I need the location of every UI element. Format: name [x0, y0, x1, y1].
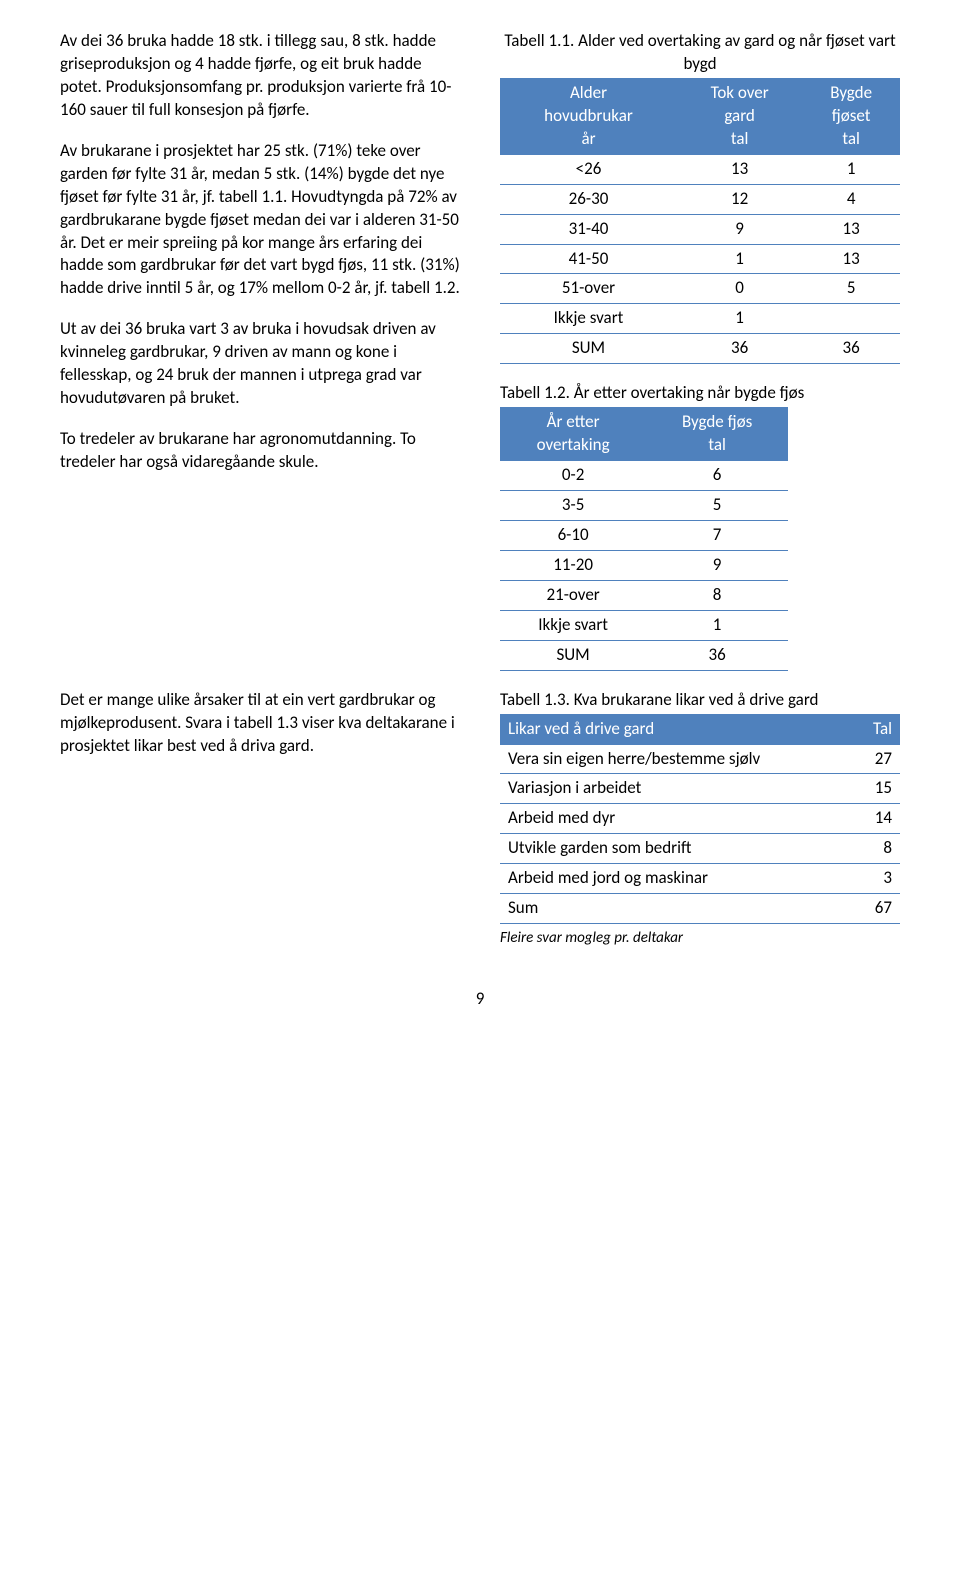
- table-row: 6-107: [500, 520, 788, 550]
- cell: 51-over: [500, 274, 677, 304]
- col-header: År etter overtaking: [500, 407, 646, 461]
- cell: 13: [802, 214, 900, 244]
- col-header: Tok over gard tal: [677, 78, 802, 155]
- table-row: 21-over8: [500, 580, 788, 610]
- cell: 14: [854, 804, 900, 834]
- cell: 0-2: [500, 461, 646, 490]
- cell: 26-30: [500, 184, 677, 214]
- left-column: Det er mange ulike årsaker til at ein ve…: [60, 689, 460, 949]
- col-header: Likar ved å drive gard: [500, 714, 854, 745]
- table-row: Arbeid med jord og maskinar3: [500, 864, 900, 894]
- cell: 31-40: [500, 214, 677, 244]
- table-3: Likar ved å drive gard Tal Vera sin eige…: [500, 714, 900, 925]
- table-caption: Tabell 1.3. Kva brukarane likar ved å dr…: [500, 689, 900, 712]
- table-note: Fleire svar mogleg pr. deltakar: [500, 928, 900, 948]
- page-number: 9: [60, 988, 900, 1011]
- cell: 4: [802, 184, 900, 214]
- cell: 1: [677, 244, 802, 274]
- cell: 1: [802, 155, 900, 184]
- cell: 3: [854, 864, 900, 894]
- table-row: 41-50113: [500, 244, 900, 274]
- cell: 1: [677, 304, 802, 334]
- cell: 6-10: [500, 520, 646, 550]
- cell: Sum: [500, 894, 854, 924]
- table-row: 3-55: [500, 491, 788, 521]
- cell: 0: [677, 274, 802, 304]
- cell: 67: [854, 894, 900, 924]
- cell: SUM: [500, 640, 646, 670]
- table-row-sum: Sum67: [500, 894, 900, 924]
- cell: [802, 304, 900, 334]
- paragraph: Det er mange ulike årsaker til at ein ve…: [60, 689, 460, 758]
- table-row: 31-40913: [500, 214, 900, 244]
- cell: 9: [677, 214, 802, 244]
- cell: 9: [646, 550, 788, 580]
- cell: 13: [802, 244, 900, 274]
- col-header: Bygde fjøs tal: [646, 407, 788, 461]
- cell: 8: [646, 580, 788, 610]
- cell: 36: [802, 334, 900, 364]
- col-header: Bygde fjøset tal: [802, 78, 900, 155]
- paragraph: Ut av dei 36 bruka vart 3 av bruka i hov…: [60, 318, 460, 410]
- cell: Arbeid med dyr: [500, 804, 854, 834]
- cell: Ikkje svart: [500, 304, 677, 334]
- cell: 12: [677, 184, 802, 214]
- cell: 41-50: [500, 244, 677, 274]
- cell: 5: [802, 274, 900, 304]
- cell: Variasjon i arbeidet: [500, 774, 854, 804]
- table-row: Ikkje svart1: [500, 610, 788, 640]
- table-row: 0-26: [500, 461, 788, 490]
- col-header: Alder hovudbrukar år: [500, 78, 677, 155]
- table-row-sum: SUM36: [500, 640, 788, 670]
- table-row: 51-over05: [500, 274, 900, 304]
- cell: 7: [646, 520, 788, 550]
- cell: 11-20: [500, 550, 646, 580]
- table-1: Alder hovudbrukar år Tok over gard tal B…: [500, 78, 900, 364]
- table-2: År etter overtaking Bygde fjøs tal 0-263…: [500, 407, 788, 670]
- cell: Arbeid med jord og maskinar: [500, 864, 854, 894]
- table-row: Variasjon i arbeidet15: [500, 774, 900, 804]
- cell: 36: [677, 334, 802, 364]
- cell: <26: [500, 155, 677, 184]
- table-row: Utvikle garden som bedrift8: [500, 834, 900, 864]
- col-header: Tal: [854, 714, 900, 745]
- table-caption: Tabell 1.1. Alder ved overtaking av gard…: [500, 30, 900, 76]
- cell: 6: [646, 461, 788, 490]
- cell: Vera sin eigen herre/bestemme sjølv: [500, 745, 854, 774]
- cell: SUM: [500, 334, 677, 364]
- cell: 5: [646, 491, 788, 521]
- cell: 8: [854, 834, 900, 864]
- cell: 13: [677, 155, 802, 184]
- paragraph: To tredeler av brukarane har agronomutda…: [60, 428, 460, 474]
- cell: 21-over: [500, 580, 646, 610]
- cell: 15: [854, 774, 900, 804]
- table-caption: Tabell 1.2. År etter overtaking når bygd…: [500, 382, 900, 405]
- cell: Ikkje svart: [500, 610, 646, 640]
- cell: 1: [646, 610, 788, 640]
- cell: 3-5: [500, 491, 646, 521]
- table-row: Arbeid med dyr14: [500, 804, 900, 834]
- right-column: Tabell 1.3. Kva brukarane likar ved å dr…: [500, 689, 900, 949]
- table-row: 11-209: [500, 550, 788, 580]
- left-column: Av dei 36 bruka hadde 18 stk. i tillegg …: [60, 30, 460, 689]
- cell: Utvikle garden som bedrift: [500, 834, 854, 864]
- table-row: 26-30124: [500, 184, 900, 214]
- cell: 36: [646, 640, 788, 670]
- table-row: Vera sin eigen herre/bestemme sjølv27: [500, 745, 900, 774]
- table-row: <26131: [500, 155, 900, 184]
- right-column: Tabell 1.1. Alder ved overtaking av gard…: [500, 30, 900, 689]
- cell: 27: [854, 745, 900, 774]
- paragraph: Av brukarane i prosjektet har 25 stk. (7…: [60, 140, 460, 301]
- paragraph: Av dei 36 bruka hadde 18 stk. i tillegg …: [60, 30, 460, 122]
- table-row: Ikkje svart1: [500, 304, 900, 334]
- table-row-sum: SUM3636: [500, 334, 900, 364]
